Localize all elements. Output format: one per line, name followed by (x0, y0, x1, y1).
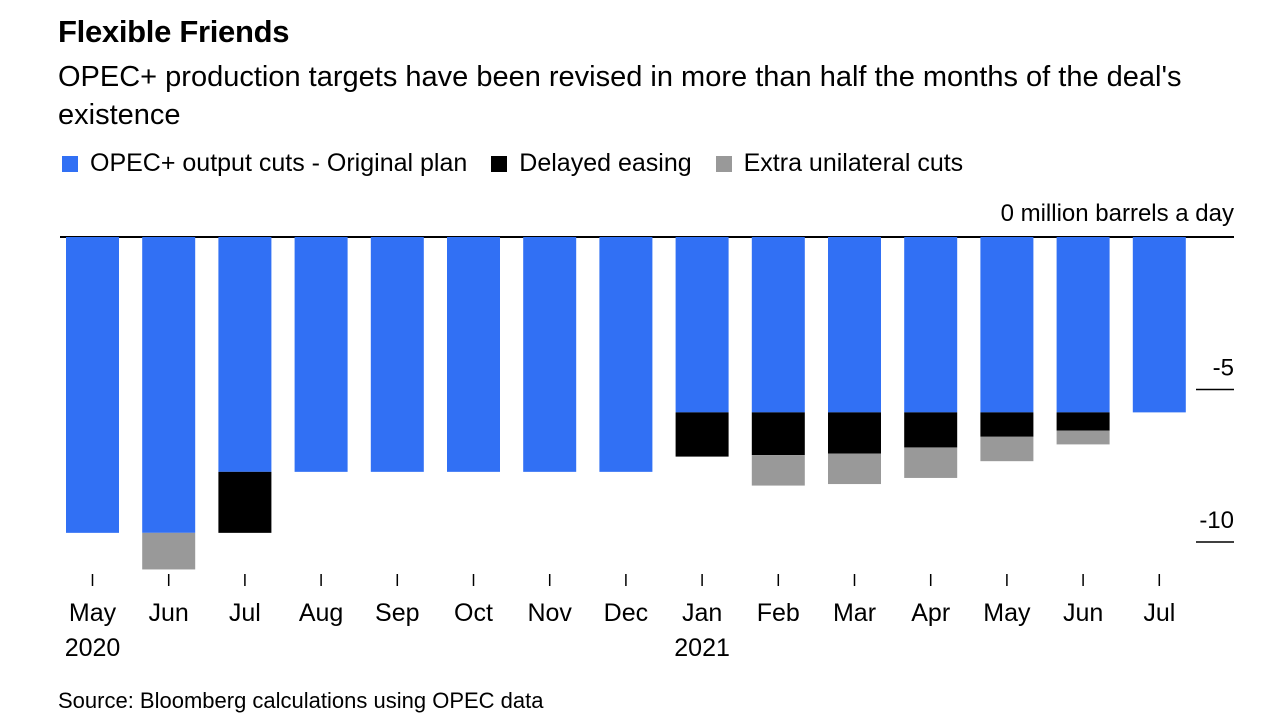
bar-original-plan (523, 237, 577, 472)
bar-original-plan (447, 237, 500, 472)
bar-extra-cuts (142, 532, 196, 570)
x-tick-label: Oct (454, 599, 493, 627)
x-tick-label: Apr (911, 599, 950, 627)
bar-extra-cuts (904, 447, 958, 478)
bar-original-plan (370, 237, 424, 472)
x-tick-label: Jun (1063, 599, 1103, 627)
bar-original-plan (675, 237, 729, 413)
x-year-label: 2020 (65, 634, 121, 662)
x-tick-label: Aug (299, 599, 343, 627)
legend-swatch-extra-cuts (715, 155, 732, 172)
bar-delayed-easing (1056, 412, 1110, 431)
y-tick-label: -5 (1213, 355, 1234, 382)
chart-subtitle: OPEC+ production targets have been revis… (58, 61, 1182, 131)
x-tick-label: Sep (375, 599, 419, 627)
legend-label-delayed-easing: Delayed easing (519, 149, 692, 177)
bar-delayed-easing (904, 412, 958, 448)
bar-original-plan (1132, 237, 1186, 413)
bar-original-plan (751, 237, 805, 413)
bar-original-plan (828, 237, 881, 413)
x-tick-label: May (983, 599, 1031, 627)
bar-original-plan (294, 237, 348, 472)
legend-label-original-plan: OPEC+ output cuts - Original plan (90, 149, 468, 177)
bar-original-plan (599, 237, 653, 472)
bar-delayed-easing (751, 412, 805, 456)
x-tick-label: Nov (527, 599, 572, 627)
y-axis-unit-label: 0 million barrels a day (1001, 200, 1234, 227)
x-tick-label: Dec (604, 599, 648, 627)
chart-title: Flexible Friends (58, 14, 290, 49)
legend-item-extra-cuts: Extra unilateral cuts (715, 149, 964, 178)
x-tick-label: Jun (149, 599, 189, 627)
x-tick-label: Jul (229, 599, 261, 627)
legend-swatch-original-plan (62, 155, 78, 172)
x-tick-label: Jan (682, 599, 722, 627)
bar-extra-cuts (828, 453, 881, 485)
y-tick-label: -10 (1199, 507, 1234, 534)
bar-delayed-easing (828, 412, 881, 454)
bar-original-plan (904, 237, 958, 413)
bar-delayed-easing (218, 471, 272, 533)
bar-delayed-easing (980, 412, 1034, 437)
x-tick-label: Mar (833, 599, 876, 627)
bar-delayed-easing (675, 412, 729, 457)
legend-item-delayed-easing: Delayed easing (491, 149, 692, 178)
legend-label-extra-cuts: Extra unilateral cuts (743, 149, 964, 177)
x-tick-label: Jul (1143, 599, 1175, 627)
legend-item-original-plan: OPEC+ output cuts - Original plan (62, 149, 467, 178)
bar-original-plan (142, 237, 196, 533)
bar-original-plan (1056, 237, 1110, 413)
bar-extra-cuts (1056, 430, 1110, 445)
legend-swatch-delayed-easing (491, 155, 508, 172)
source-note: Source: Bloomberg calculations using OPE… (58, 688, 544, 713)
x-tick-label: May (69, 599, 117, 627)
bar-original-plan (980, 237, 1034, 413)
bar-original-plan (218, 237, 272, 472)
legend: OPEC+ output cuts - Original plan Delaye… (62, 149, 987, 178)
x-year-label: 2021 (674, 634, 730, 662)
bar-extra-cuts (980, 436, 1034, 462)
bar-extra-cuts (751, 455, 805, 486)
x-tick-label: Feb (757, 599, 800, 627)
bar-original-plan (66, 237, 119, 533)
